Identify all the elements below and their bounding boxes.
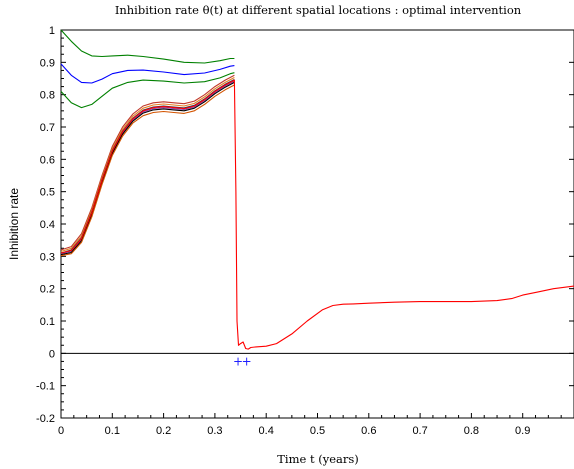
y-tick-label: 0.6 [40, 154, 55, 166]
y-tick-label: -0.1 [36, 381, 55, 393]
x-tick-label: 0.8 [464, 425, 479, 437]
series-line-2 [60, 63, 235, 84]
series-line-4 [60, 74, 235, 251]
chart-title: Inhibition rate θ(t) at different spatia… [115, 3, 522, 17]
series-line-3 [60, 72, 235, 109]
plus-marker: + [242, 354, 252, 368]
series-layer [60, 29, 574, 350]
x-tick-label: 0.7 [412, 425, 427, 437]
y-tick-label: 0.8 [40, 90, 55, 102]
y-tick-label: 0.1 [40, 316, 55, 328]
plot-area [60, 29, 574, 419]
y-tick-label: 0.3 [40, 251, 55, 263]
plus-marker: + [233, 354, 243, 368]
y-tick-label: 0 [49, 348, 55, 360]
y-tick-label: 0.9 [40, 57, 55, 69]
y-tick-label: 0.5 [40, 187, 55, 199]
y-tick-label: 0.4 [40, 219, 55, 231]
y-tick-label: 0.2 [40, 284, 55, 296]
marker-layer: ++ [233, 354, 252, 368]
x-tick-label: 0.4 [259, 425, 274, 437]
y-tick-label: 0.7 [40, 122, 55, 134]
x-tick-label: 0.9 [515, 425, 530, 437]
x-axis-label: Time t (years) [277, 452, 359, 466]
y-tick-label: -0.2 [36, 413, 55, 425]
y-axis: -0.2 -0.1 0 0.1 0.2 0.3 0.4 0.5 0.6 0.7 0.8 0.9 1 [36, 25, 574, 425]
x-tick-label: 0.1 [105, 425, 120, 437]
x-tick-label: 0.3 [207, 425, 222, 437]
x-tick-label: 0.2 [156, 425, 171, 437]
series-line-5 [60, 77, 235, 253]
x-tick-label: 0.6 [361, 425, 376, 437]
series-line-1 [60, 29, 235, 64]
x-tick-label: 0.5 [310, 425, 325, 437]
series-line-9 [60, 84, 235, 257]
series-line-10 [60, 79, 574, 350]
series-line-8 [60, 81, 235, 256]
y-tick-label: 1 [49, 25, 55, 37]
y-axis-label: Inhibition rate [7, 188, 21, 260]
x-axis: 0 0.1 0.2 0.3 0.4 0.5 0.6 0.7 0.8 0.9 [58, 413, 562, 437]
plot-frame [60, 29, 574, 419]
x-tick-label: 0 [58, 425, 64, 437]
